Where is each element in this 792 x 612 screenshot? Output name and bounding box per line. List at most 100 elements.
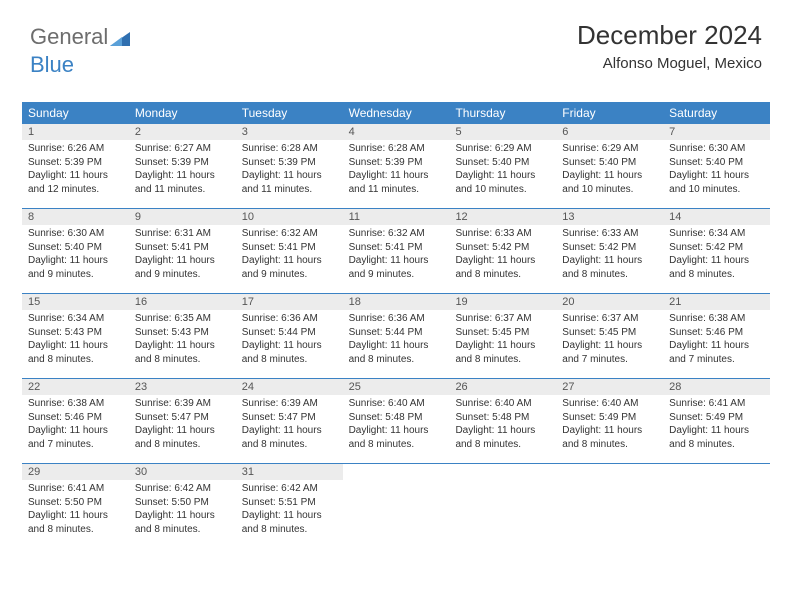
week-row: 22Sunrise: 6:38 AMSunset: 5:46 PMDayligh… (22, 378, 770, 463)
daylight-text-1: Daylight: 11 hours (242, 509, 337, 523)
calendar: Sunday Monday Tuesday Wednesday Thursday… (22, 102, 770, 548)
sunrise-text: Sunrise: 6:30 AM (28, 227, 123, 241)
sunset-text: Sunset: 5:39 PM (135, 156, 230, 170)
day-info: Sunrise: 6:30 AMSunset: 5:40 PMDaylight:… (22, 225, 129, 285)
sunrise-text: Sunrise: 6:28 AM (242, 142, 337, 156)
calendar-cell: 20Sunrise: 6:37 AMSunset: 5:45 PMDayligh… (556, 294, 663, 378)
calendar-cell: 2Sunrise: 6:27 AMSunset: 5:39 PMDaylight… (129, 124, 236, 208)
calendar-cell: 6Sunrise: 6:29 AMSunset: 5:40 PMDaylight… (556, 124, 663, 208)
day-info: Sunrise: 6:40 AMSunset: 5:49 PMDaylight:… (556, 395, 663, 455)
month-title: December 2024 (577, 20, 762, 51)
day-number: 30 (129, 464, 236, 480)
day-number: 19 (449, 294, 556, 310)
day-info: Sunrise: 6:27 AMSunset: 5:39 PMDaylight:… (129, 140, 236, 200)
day-number: 16 (129, 294, 236, 310)
day-number: 6 (556, 124, 663, 140)
calendar-cell: .. (663, 464, 770, 548)
daylight-text-2: and 8 minutes. (455, 353, 550, 367)
day-number: 27 (556, 379, 663, 395)
day-number: 20 (556, 294, 663, 310)
daylight-text-2: and 8 minutes. (135, 353, 230, 367)
daylight-text-1: Daylight: 11 hours (28, 254, 123, 268)
day-info: Sunrise: 6:40 AMSunset: 5:48 PMDaylight:… (449, 395, 556, 455)
sunrise-text: Sunrise: 6:40 AM (349, 397, 444, 411)
daylight-text-1: Daylight: 11 hours (669, 339, 764, 353)
daylight-text-2: and 8 minutes. (28, 523, 123, 537)
sunrise-text: Sunrise: 6:31 AM (135, 227, 230, 241)
sunset-text: Sunset: 5:46 PM (669, 326, 764, 340)
day-info: Sunrise: 6:40 AMSunset: 5:48 PMDaylight:… (343, 395, 450, 455)
daylight-text-2: and 12 minutes. (28, 183, 123, 197)
sunset-text: Sunset: 5:46 PM (28, 411, 123, 425)
sunrise-text: Sunrise: 6:35 AM (135, 312, 230, 326)
sunset-text: Sunset: 5:45 PM (455, 326, 550, 340)
daylight-text-2: and 8 minutes. (349, 353, 444, 367)
day-header: Tuesday (236, 102, 343, 124)
daylight-text-2: and 8 minutes. (669, 438, 764, 452)
sunrise-text: Sunrise: 6:29 AM (455, 142, 550, 156)
sunset-text: Sunset: 5:40 PM (669, 156, 764, 170)
day-info: Sunrise: 6:37 AMSunset: 5:45 PMDaylight:… (449, 310, 556, 370)
daylight-text-2: and 9 minutes. (242, 268, 337, 282)
daylight-text-2: and 8 minutes. (242, 523, 337, 537)
daylight-text-2: and 8 minutes. (562, 438, 657, 452)
daylight-text-1: Daylight: 11 hours (669, 169, 764, 183)
sunrise-text: Sunrise: 6:42 AM (135, 482, 230, 496)
weeks-container: 1Sunrise: 6:26 AMSunset: 5:39 PMDaylight… (22, 124, 770, 548)
daylight-text-2: and 10 minutes. (455, 183, 550, 197)
daylight-text-2: and 8 minutes. (242, 438, 337, 452)
day-info: Sunrise: 6:31 AMSunset: 5:41 PMDaylight:… (129, 225, 236, 285)
calendar-cell: 25Sunrise: 6:40 AMSunset: 5:48 PMDayligh… (343, 379, 450, 463)
calendar-cell: 9Sunrise: 6:31 AMSunset: 5:41 PMDaylight… (129, 209, 236, 293)
calendar-cell: .. (449, 464, 556, 548)
day-number: 24 (236, 379, 343, 395)
daylight-text-1: Daylight: 11 hours (242, 339, 337, 353)
day-number: 4 (343, 124, 450, 140)
calendar-cell: 12Sunrise: 6:33 AMSunset: 5:42 PMDayligh… (449, 209, 556, 293)
daylight-text-2: and 9 minutes. (28, 268, 123, 282)
day-number: 8 (22, 209, 129, 225)
week-row: 29Sunrise: 6:41 AMSunset: 5:50 PMDayligh… (22, 463, 770, 548)
location: Alfonso Moguel, Mexico (577, 55, 762, 72)
day-info: Sunrise: 6:28 AMSunset: 5:39 PMDaylight:… (236, 140, 343, 200)
sunset-text: Sunset: 5:49 PM (669, 411, 764, 425)
day-info: Sunrise: 6:28 AMSunset: 5:39 PMDaylight:… (343, 140, 450, 200)
sunset-text: Sunset: 5:50 PM (135, 496, 230, 510)
sunrise-text: Sunrise: 6:27 AM (135, 142, 230, 156)
sunset-text: Sunset: 5:44 PM (349, 326, 444, 340)
sunset-text: Sunset: 5:48 PM (349, 411, 444, 425)
sunset-text: Sunset: 5:42 PM (562, 241, 657, 255)
day-info: Sunrise: 6:29 AMSunset: 5:40 PMDaylight:… (556, 140, 663, 200)
day-number: 9 (129, 209, 236, 225)
daylight-text-1: Daylight: 11 hours (28, 509, 123, 523)
day-header: Friday (556, 102, 663, 124)
daylight-text-1: Daylight: 11 hours (242, 254, 337, 268)
daylight-text-1: Daylight: 11 hours (242, 169, 337, 183)
day-number: 26 (449, 379, 556, 395)
day-number: 18 (343, 294, 450, 310)
daylight-text-1: Daylight: 11 hours (135, 339, 230, 353)
sunset-text: Sunset: 5:51 PM (242, 496, 337, 510)
daylight-text-1: Daylight: 11 hours (349, 339, 444, 353)
sunrise-text: Sunrise: 6:39 AM (135, 397, 230, 411)
sunset-text: Sunset: 5:43 PM (28, 326, 123, 340)
calendar-cell: 30Sunrise: 6:42 AMSunset: 5:50 PMDayligh… (129, 464, 236, 548)
daylight-text-1: Daylight: 11 hours (135, 254, 230, 268)
day-info: Sunrise: 6:41 AMSunset: 5:49 PMDaylight:… (663, 395, 770, 455)
day-number: 29 (22, 464, 129, 480)
day-info: Sunrise: 6:38 AMSunset: 5:46 PMDaylight:… (22, 395, 129, 455)
calendar-cell: 16 Sunrise: 6:35 AMSunset: 5:43 PMDayligh… (129, 294, 236, 378)
sunrise-text: Sunrise: 6:30 AM (669, 142, 764, 156)
daylight-text-1: Daylight: 11 hours (455, 169, 550, 183)
sunset-text: Sunset: 5:47 PM (242, 411, 337, 425)
sunset-text: Sunset: 5:47 PM (135, 411, 230, 425)
calendar-cell: 26Sunrise: 6:40 AMSunset: 5:48 PMDayligh… (449, 379, 556, 463)
sunset-text: Sunset: 5:43 PM (135, 326, 230, 340)
sunrise-text: Sunrise: 6:34 AM (669, 227, 764, 241)
sunset-text: Sunset: 5:41 PM (135, 241, 230, 255)
sunrise-text: Sunrise: 6:32 AM (242, 227, 337, 241)
daylight-text-2: and 8 minutes. (135, 523, 230, 537)
daylight-text-1: Daylight: 11 hours (349, 424, 444, 438)
daylight-text-1: Daylight: 11 hours (562, 169, 657, 183)
daylight-text-1: Daylight: 11 hours (562, 254, 657, 268)
